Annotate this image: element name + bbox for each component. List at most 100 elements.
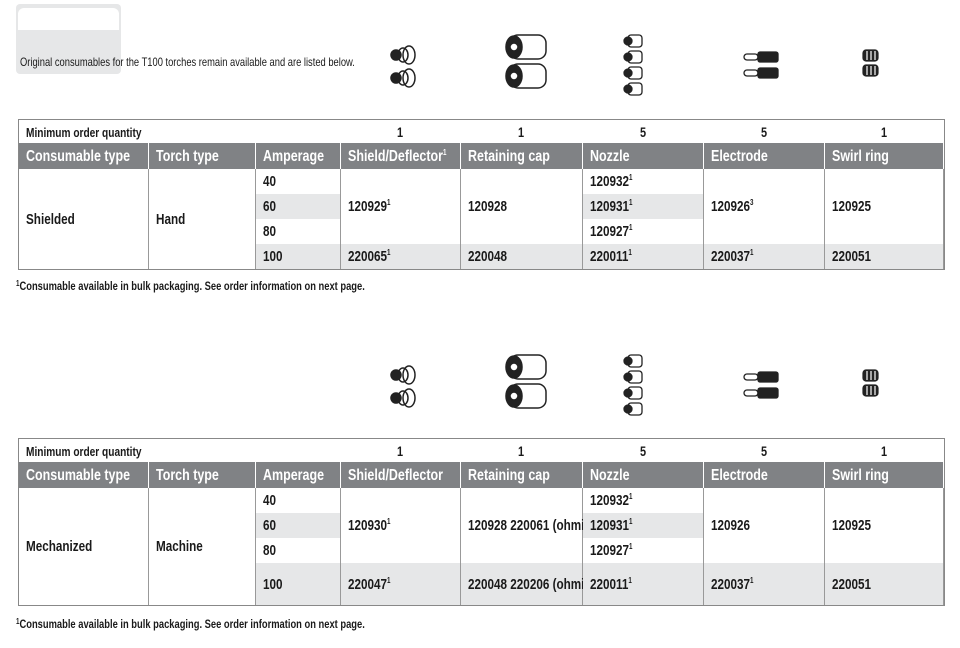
column-header-label: Swirl ring [832,148,889,165]
consumable-type-cell: Mechanized [19,488,149,605]
nozzle-cell: 2200111 [583,244,704,269]
column-header-label-text: Shield/Deflector [348,147,444,165]
electrode-cell-text: 120926 [711,517,751,534]
amperage-cell: 100 [263,248,283,265]
nozzle-cell: 1209311 [590,198,633,215]
nozzle-cell-text: 220011 [590,575,629,593]
torch-type-cell-text: Machine [156,538,203,555]
min-order-label: Minimum order quantity [26,124,141,141]
column-header: Electrode [704,462,825,488]
torch-type-cell: Machine [156,538,203,555]
footnote-ref: 1 [629,492,633,501]
footnote-mark: 1 [16,617,20,626]
consumable-type-cell: Shielded [26,211,75,228]
footnote-ref: 1 [387,198,391,207]
qty-value: 1 [881,443,887,460]
amperage-cell: 100 [256,244,341,269]
min-order-label-text: Minimum order quantity [26,443,142,459]
nozzle-cell-text: 120932 [590,492,630,509]
column-header-label-text: Swirl ring [832,147,889,165]
shield-cell-text: 120929 [348,198,388,215]
electrode-cell: 1209263 [704,169,825,244]
swirl-ring-cell: 220051 [832,248,871,265]
footnote-ref: 1 [387,517,391,526]
shield-cell: 2200471 [348,576,391,593]
column-header: Amperage [256,143,341,169]
nozzle-cell-text: 220011 [590,248,629,265]
electrode-cell-text: 220037 [711,575,751,593]
column-header-label: Torch type [156,148,219,165]
footnote-ref: 1 [629,223,633,232]
swirl-ring-icon [861,369,881,404]
nozzle-cell: 2200111 [590,248,632,265]
nozzle-cell-text: 120927 [590,542,630,559]
column-header-label: Amperage [263,148,324,165]
column-header-label-text: Swirl ring [832,466,889,484]
torch-type-cell-text: Hand [156,210,186,228]
amperage-cell: 40 [263,492,276,509]
nozzle-cell: 1209321 [583,488,704,513]
swirl-ring-icon [861,49,881,84]
column-header-label: Electrode [711,148,768,165]
retaining-cap-cell: 120928 220061 (ohmic) [468,517,595,534]
retaining-cap-cell: 120928 220061 (ohmic) [461,488,595,563]
footnote-mark: 1 [16,279,20,288]
shield-deflector-icon [385,364,419,415]
column-header: Shield/Deflector1 [341,143,461,169]
electrode-cell: 2200371 [704,244,825,269]
column-header-label: Consumable type [26,148,130,165]
column-header: Electrode [704,143,825,169]
swirl-ring-cell: 120925 [832,517,871,534]
electrode-cell-text: 120926 [711,198,751,215]
column-header-label-text: Retaining cap [468,147,550,165]
electrode-icon [742,371,782,406]
torch-type-cell: Hand [149,169,256,269]
amperage-cell: 80 [256,219,341,244]
electrode-cell-text: 220037 [711,248,751,265]
retaining-cap-cell: 120928 [461,169,583,244]
amperage-cell-text: 60 [263,517,277,534]
footnote-ref: 1 [750,575,754,585]
electrode-icon [742,51,782,86]
consumable-type-cell: Shielded [19,169,149,269]
column-header-label: Retaining cap [468,148,550,165]
amperage-cell: 80 [263,223,276,240]
shield-cell-text: 220047 [348,575,388,593]
column-header-label-text: Torch type [156,147,219,165]
nozzle-cell: 1209321 [583,169,704,194]
min-order-qty: 1 [461,439,583,463]
retaining-cap-cell: 120928 [468,198,507,215]
column-header-label: Amperage [263,467,324,484]
electrode-cell: 2200371 [704,563,825,605]
shield-deflector-icon [385,44,419,95]
column-header: Consumable type [19,462,149,488]
retaining-cap-icon [502,353,550,418]
nozzle-cell: 1209321 [590,173,633,190]
nozzle-cell: 1209271 [590,542,633,559]
column-header: Retaining cap [461,462,583,488]
qty-value-text: 5 [639,442,646,459]
qty-value: 5 [640,443,646,460]
min-order-label-text: Minimum order quantity [26,124,142,140]
amperage-cell: 100 [263,576,283,593]
swirl-ring-cell: 120925 [825,169,944,244]
qty-value-text: 1 [518,123,525,140]
qty-value: 1 [397,124,403,141]
qty-value: 5 [640,124,646,141]
swirl-ring-cell-text: 220051 [832,248,872,265]
nozzle-cell: 1209271 [583,219,704,244]
electrode-cell: 120926 [704,488,825,563]
footnote-ref: 1 [750,248,754,257]
retaining-cap-cell: 220048 [461,244,583,269]
min-order-qty: 5 [583,439,704,463]
qty-value: 5 [761,124,767,141]
nozzle-cell: 2200111 [590,576,632,593]
qty-value-text: 1 [397,123,404,140]
retaining-cap-cell: 220048 220206 (ohmic) [468,576,595,593]
footnote-ref: 1 [387,248,391,257]
nozzle-cell: 1209271 [583,538,704,563]
swirl-ring-cell: 220051 [832,576,871,593]
amperage-cell: 40 [263,173,276,190]
column-header-label: Consumable type [26,467,130,484]
footnote: 1Consumable available in bulk packaging.… [16,617,463,631]
